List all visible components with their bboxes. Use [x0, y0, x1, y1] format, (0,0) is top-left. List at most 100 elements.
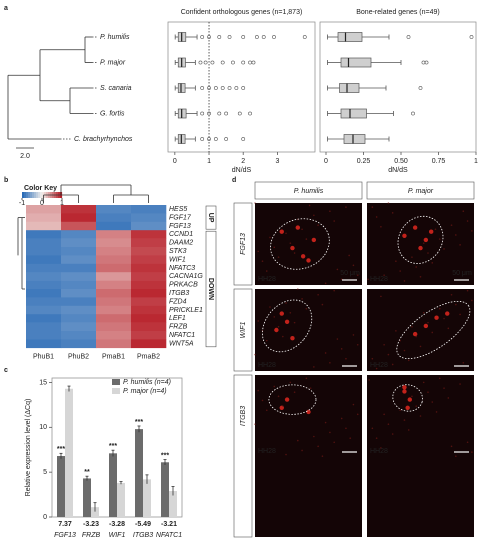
tissue-speckle [265, 409, 268, 412]
tissue-speckle [313, 366, 315, 368]
heatmap-cell [96, 297, 132, 307]
difference-label: -5.49 [135, 521, 151, 528]
gene-label: ITGB3 [169, 290, 189, 297]
tissue-speckle [395, 260, 397, 263]
difference-label: -3.21 [161, 521, 177, 528]
outlier [234, 86, 239, 90]
tissue-speckle [455, 303, 457, 306]
bar [169, 490, 177, 517]
tissue-speckle [455, 455, 457, 457]
heatmap-cell [26, 305, 62, 315]
heatmap-cell [96, 255, 132, 265]
panel-title: Confident orthologous genes (n=1,873) [181, 9, 303, 16]
tissue-speckle [277, 325, 280, 328]
stage-label: HH28 [370, 362, 388, 369]
tissue-speckle [329, 210, 331, 212]
heatmap-cell [131, 297, 167, 307]
box [340, 57, 372, 68]
tissue-speckle [333, 289, 335, 292]
outlier [213, 137, 218, 141]
region-outline [270, 218, 330, 270]
tissue-speckle [265, 270, 268, 272]
heatmap-cell [61, 230, 97, 239]
tissue-speckle [257, 250, 260, 253]
micrograph [255, 289, 362, 371]
tissue-speckle [403, 349, 406, 352]
heatmap-cell [61, 255, 97, 265]
heatmap-cell [96, 247, 132, 256]
color-key-swatch [36, 192, 39, 198]
tissue-speckle [466, 289, 469, 292]
column-header: P. humilis [294, 188, 324, 195]
signal-spot [311, 237, 317, 243]
tissue-speckle [407, 359, 410, 362]
tissue-speckle [380, 295, 382, 298]
tissue-speckle [340, 348, 343, 350]
color-key-swatch [42, 192, 45, 198]
tissue-speckle [427, 391, 429, 394]
tissue-speckle [345, 427, 347, 430]
tissue-speckle [419, 345, 422, 348]
signal-spot [402, 389, 407, 394]
tissue-speckle [431, 401, 434, 403]
tissue-speckle [391, 212, 394, 214]
tissue-speckle [415, 266, 418, 268]
tissue-speckle [383, 343, 385, 346]
x-tick-label: FGF13 [54, 532, 76, 538]
color-key-label: -1 [19, 200, 25, 207]
tissue-speckle [459, 313, 461, 316]
outlier [198, 60, 203, 65]
stage-label: HH28 [370, 448, 388, 455]
heatmap-cell [131, 322, 167, 332]
region-outline [397, 215, 444, 264]
signal-spot [418, 245, 423, 251]
tissue-speckle [313, 435, 315, 438]
box [177, 83, 186, 93]
tissue-speckle [321, 303, 324, 306]
y-tick-label: 10 [39, 424, 47, 431]
tissue-speckle [431, 331, 434, 334]
heatmap-cell [131, 238, 167, 248]
tissue-speckle [371, 206, 374, 208]
heatmap-cell [131, 255, 167, 265]
tissue-speckle [289, 381, 292, 384]
signal-spot [423, 237, 429, 243]
heatmap-cell [26, 213, 62, 223]
outlier [200, 111, 205, 116]
x-tick-label: 1 [207, 158, 211, 165]
outlier [418, 86, 423, 90]
outlier [207, 111, 211, 116]
signal-spot [407, 397, 412, 402]
tissue-speckle [399, 270, 401, 272]
tissue-speckle [427, 252, 429, 254]
tissue-speckle [459, 383, 461, 385]
tissue-speckle [422, 381, 425, 384]
heatmap-cell [96, 221, 132, 231]
tissue-speckle [277, 256, 280, 258]
tissue-speckle [261, 260, 264, 263]
heatmap-cell [96, 305, 132, 315]
tissue-speckle [285, 232, 287, 235]
tissue-speckle [324, 421, 327, 424]
signal-spot [423, 323, 429, 329]
heatmap-cell [131, 263, 167, 273]
outlier [210, 60, 215, 65]
tissue-speckle [411, 325, 413, 328]
micrograph [255, 375, 362, 537]
color-key-swatch [26, 192, 29, 198]
tissue-speckle [282, 405, 284, 407]
gene-label: WIF1 [169, 256, 186, 263]
heatmap-cell [131, 339, 167, 349]
gene-label: HES5 [169, 206, 187, 213]
tissue-speckle [443, 317, 445, 320]
tissue-speckle [435, 411, 438, 413]
tissue-speckle [387, 202, 390, 204]
tissue-speckle [345, 206, 347, 208]
heatmap-cell [131, 247, 167, 256]
group-box [205, 205, 217, 230]
box [343, 134, 366, 144]
outlier [237, 111, 242, 116]
tissue-speckle [305, 377, 308, 380]
panel-label: b [4, 177, 8, 184]
x-tick-label: 1 [474, 158, 478, 165]
